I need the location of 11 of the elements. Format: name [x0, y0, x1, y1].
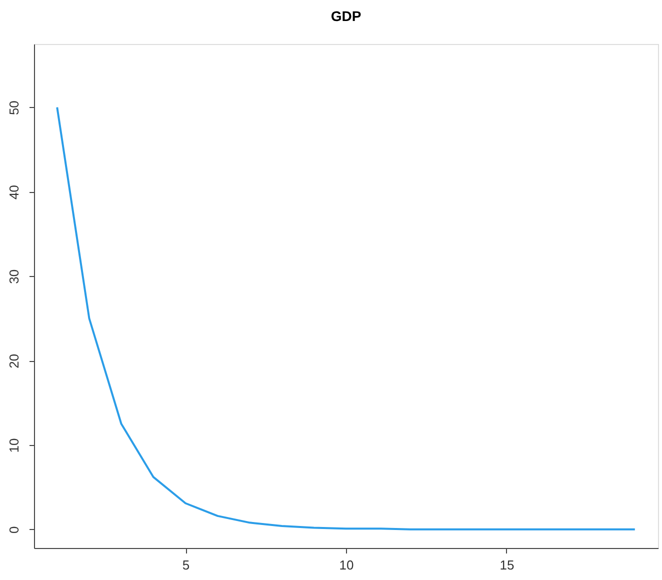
x-tick-label: 10	[339, 558, 354, 572]
y-tick-label: 20	[6, 354, 22, 368]
x-tick-label: 5	[182, 558, 190, 572]
y-tick-label: 0	[6, 526, 22, 534]
y-tick-label: 30	[6, 269, 22, 284]
y-tick-label: 40	[6, 185, 22, 200]
y-tick-label: 10	[6, 438, 22, 453]
x-tick-label: 15	[500, 558, 514, 572]
y-tick-label: 50	[6, 100, 22, 116]
chart-title: GDP	[330, 8, 362, 24]
line-series	[56, 106, 636, 530]
